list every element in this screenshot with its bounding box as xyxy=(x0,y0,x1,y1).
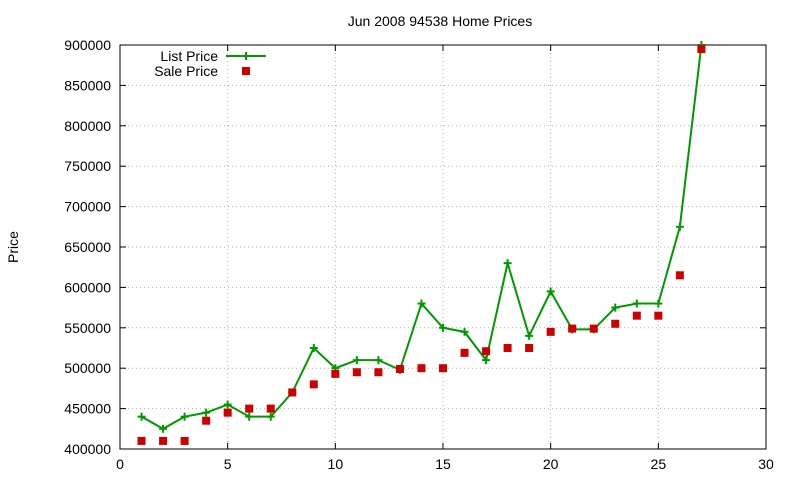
legend-label-list-price: List Price xyxy=(160,48,218,64)
point-list-price xyxy=(245,412,254,421)
point-list-price xyxy=(417,299,426,308)
point-sale-price xyxy=(352,368,361,377)
point-sale-price xyxy=(546,327,555,336)
ticks xyxy=(119,44,767,450)
y-tick-label: 750000 xyxy=(64,158,111,174)
point-sale-price xyxy=(611,319,620,328)
point-list-price xyxy=(137,412,146,421)
point-sale-price xyxy=(374,368,383,377)
chart-title: Jun 2008 94538 Home Prices xyxy=(348,13,532,29)
series-list-price xyxy=(137,41,706,433)
legend-swatch-sale-price xyxy=(242,67,250,75)
x-tick-label: 15 xyxy=(435,456,451,472)
y-tick-label: 700000 xyxy=(64,199,111,215)
x-tick-label: 25 xyxy=(651,456,667,472)
x-tick-label: 10 xyxy=(328,456,344,472)
point-list-price xyxy=(180,412,189,421)
point-sale-price xyxy=(245,404,254,413)
point-list-price xyxy=(159,424,168,433)
point-sale-price xyxy=(331,369,340,378)
point-sale-price xyxy=(654,311,663,320)
series-sale-price xyxy=(137,45,706,445)
gridlines xyxy=(120,45,766,449)
point-sale-price xyxy=(137,436,146,445)
point-list-price xyxy=(675,222,684,231)
point-list-price xyxy=(309,344,318,352)
point-list-price xyxy=(632,299,641,308)
point-sale-price xyxy=(180,436,189,445)
point-list-price xyxy=(202,408,211,417)
point-list-price xyxy=(654,299,663,308)
point-list-price xyxy=(525,331,534,340)
point-sale-price xyxy=(202,416,211,425)
x-tick-label: 20 xyxy=(543,456,559,472)
y-tick-label: 850000 xyxy=(64,77,111,93)
point-list-price xyxy=(503,259,512,268)
point-sale-price xyxy=(223,408,232,417)
point-list-price xyxy=(352,356,361,365)
y-tick-label: 900000 xyxy=(64,37,111,53)
point-sale-price xyxy=(632,311,641,320)
point-list-price xyxy=(546,287,555,296)
point-sale-price xyxy=(159,436,168,445)
point-sale-price xyxy=(675,271,684,280)
y-tick-label: 500000 xyxy=(64,360,111,376)
point-sale-price xyxy=(525,344,534,352)
point-sale-price xyxy=(395,365,404,374)
y-tick-label: 800000 xyxy=(64,118,111,134)
point-list-price xyxy=(482,356,491,365)
point-sale-price xyxy=(460,348,469,357)
point-sale-price xyxy=(266,404,275,413)
point-list-price xyxy=(439,323,447,332)
y-tick-label: 550000 xyxy=(64,320,111,336)
y-axis-label: Price xyxy=(5,231,21,263)
point-sale-price xyxy=(568,324,577,333)
x-tick-label: 5 xyxy=(224,456,232,472)
point-list-price xyxy=(266,412,275,421)
legend: List Price Sale Price xyxy=(154,48,266,79)
y-tick-label: 450000 xyxy=(64,401,111,417)
point-sale-price xyxy=(288,388,297,397)
y-tick-label: 600000 xyxy=(64,279,111,295)
point-sale-price xyxy=(439,364,447,373)
series xyxy=(137,41,706,445)
y-tick-label: 400000 xyxy=(64,441,111,457)
point-list-price xyxy=(223,400,232,409)
x-tick-label: 30 xyxy=(758,456,774,472)
legend-label-sale-price: Sale Price xyxy=(154,63,218,79)
tick-labels: 400000 450000 500000 550000 600000 650000 7000… xyxy=(64,37,774,472)
point-list-price xyxy=(611,303,620,312)
point-sale-price xyxy=(417,364,426,373)
point-sale-price xyxy=(589,324,598,333)
point-list-price xyxy=(374,356,383,365)
point-sale-price xyxy=(697,45,706,54)
x-tick-label: 0 xyxy=(116,456,124,472)
point-list-price xyxy=(460,327,469,336)
point-sale-price xyxy=(309,380,318,389)
point-sale-price xyxy=(482,347,491,356)
point-sale-price xyxy=(503,344,512,352)
legend-marker-list-price xyxy=(242,52,250,60)
y-tick-label: 650000 xyxy=(64,239,111,255)
